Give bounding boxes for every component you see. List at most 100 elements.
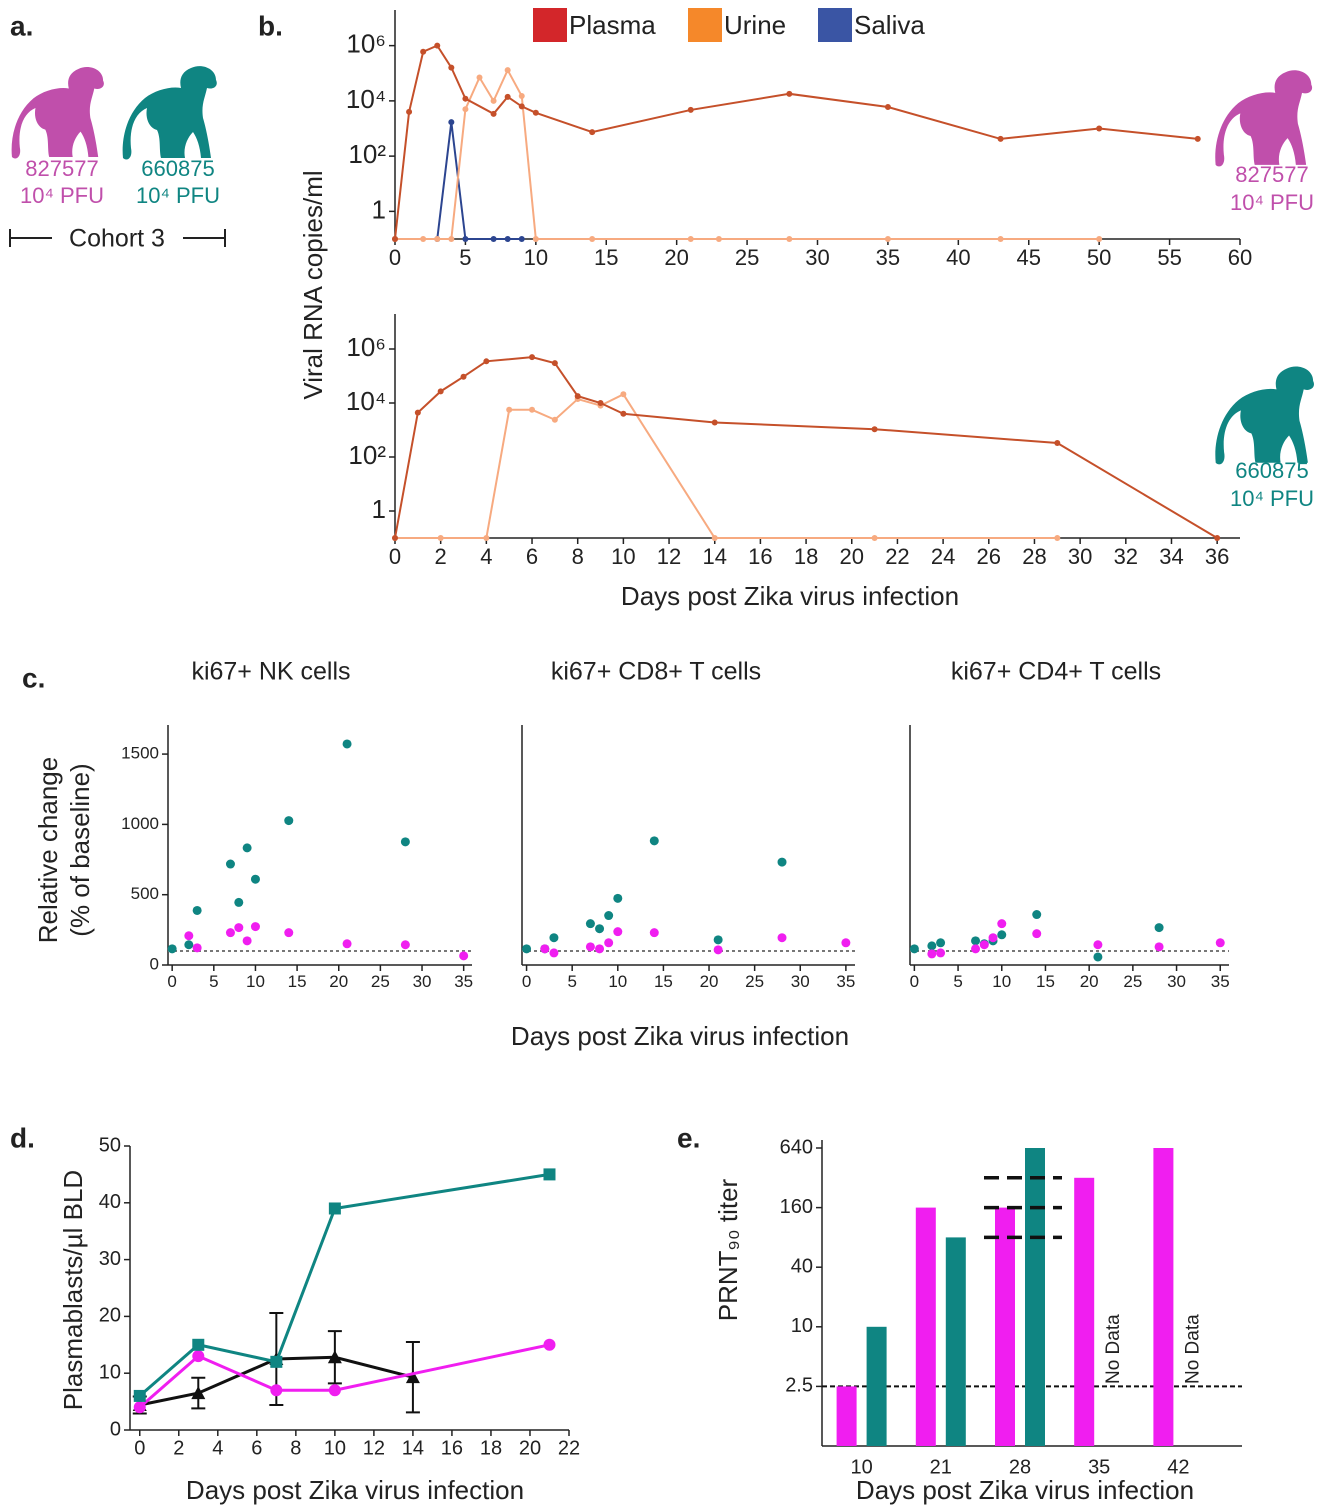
- point: [234, 923, 244, 933]
- legend-swatch: [688, 8, 722, 42]
- marker: [476, 74, 483, 81]
- point: [400, 940, 410, 950]
- marker: [270, 1355, 283, 1368]
- marker: [460, 373, 467, 380]
- animal-dose: 10⁴ PFU: [136, 183, 220, 208]
- x-tick-label: 30: [805, 245, 829, 270]
- chart-title: ki67+ CD4+ T cells: [951, 658, 1161, 686]
- marker: [327, 1350, 342, 1364]
- marker: [687, 106, 694, 113]
- x-tick-label: 10: [324, 1437, 346, 1459]
- annotation: 660875: [1235, 458, 1308, 483]
- marker: [133, 1401, 146, 1414]
- bar: [1074, 1177, 1095, 1446]
- y-axis-label: Plasmablasts/µl BLD: [58, 1170, 88, 1410]
- legend-label: Urine: [724, 10, 786, 40]
- y-tick-label: 10⁶: [346, 332, 386, 362]
- x-tick-label: 30: [1167, 972, 1186, 991]
- point: [1154, 923, 1164, 933]
- x-tick-label: 4: [212, 1437, 223, 1459]
- marker: [328, 1384, 341, 1397]
- marker: [1214, 535, 1221, 541]
- marker: [786, 236, 793, 242]
- x-tick-label: 20: [329, 972, 348, 991]
- marker: [884, 104, 891, 111]
- x-tick-label: 5: [953, 972, 962, 991]
- x-tick-label: 10: [608, 972, 627, 991]
- point: [400, 837, 410, 847]
- point: [242, 936, 252, 946]
- x-tick-label: 21: [930, 1456, 952, 1478]
- point: [284, 928, 294, 938]
- point: [167, 944, 177, 954]
- y-tick-label: 640: [780, 1136, 813, 1158]
- x-tick-label: 2: [435, 544, 447, 569]
- x-tick-label: 18: [480, 1437, 502, 1459]
- y-tick-label: 50: [99, 1134, 121, 1156]
- x-tick-label: 16: [441, 1437, 463, 1459]
- x-axis-label: Days post Zika virus infection: [511, 1021, 849, 1051]
- marker: [620, 391, 627, 398]
- x-tick-label: 22: [885, 544, 909, 569]
- animal-id: 827577: [25, 156, 98, 181]
- bar: [945, 1237, 966, 1446]
- marker: [448, 236, 455, 242]
- point: [979, 940, 989, 950]
- marker: [462, 236, 469, 242]
- x-tick-label: 30: [791, 972, 810, 991]
- marker: [715, 236, 722, 242]
- y-axis-label: Relative change: [33, 757, 63, 943]
- x-tick-label: 32: [1114, 544, 1138, 569]
- point: [342, 739, 352, 749]
- x-tick-label: 5: [567, 972, 576, 991]
- y-tick-label: 0: [110, 1418, 121, 1440]
- marker: [414, 409, 421, 416]
- point: [225, 928, 235, 938]
- x-tick-label: 2: [173, 1437, 184, 1459]
- x-tick-label: 5: [459, 245, 471, 270]
- y-tick-label: 2.5: [785, 1375, 813, 1397]
- value-label: No Data: [1103, 1314, 1124, 1384]
- x-tick-label: 10: [524, 245, 548, 270]
- point: [713, 935, 723, 945]
- bar: [995, 1207, 1015, 1446]
- point: [459, 951, 469, 961]
- x-tick-label: 60: [1228, 245, 1252, 270]
- marker: [1096, 236, 1103, 242]
- x-tick-label: 25: [371, 972, 390, 991]
- x-tick-label: 20: [700, 972, 719, 991]
- marker: [518, 236, 525, 242]
- point: [649, 928, 659, 938]
- x-axis-label: Days post Zika virus infection: [621, 581, 959, 611]
- point: [250, 874, 260, 884]
- point: [936, 938, 946, 948]
- x-tick-label: 4: [480, 544, 492, 569]
- x-tick-label: 10: [611, 544, 635, 569]
- x-tick-label: 28: [1009, 1456, 1031, 1478]
- legend-swatch: [533, 8, 567, 42]
- marker: [786, 90, 793, 97]
- x-tick-label: 14: [702, 544, 726, 569]
- y-tick-label: 10²: [348, 139, 386, 169]
- point: [841, 938, 851, 948]
- marker: [518, 103, 525, 110]
- point: [250, 922, 260, 932]
- y-tick-label: 10: [791, 1315, 813, 1337]
- marker: [483, 358, 490, 365]
- marker: [551, 416, 558, 423]
- x-tick-label: 8: [572, 544, 584, 569]
- x-tick-label: 20: [519, 1437, 541, 1459]
- y-tick-label: 160: [780, 1196, 813, 1218]
- x-tick-label: 20: [664, 245, 688, 270]
- point: [522, 944, 532, 954]
- x-tick-label: 0: [167, 972, 176, 991]
- series-line: [138, 1172, 550, 1398]
- point: [184, 940, 194, 950]
- x-tick-label: 40: [946, 245, 970, 270]
- marker: [405, 1370, 420, 1384]
- marker: [1194, 135, 1201, 142]
- point: [1093, 952, 1103, 962]
- marker: [1096, 125, 1103, 132]
- animal-dose: 10⁴ PFU: [20, 183, 104, 208]
- marker: [597, 400, 604, 406]
